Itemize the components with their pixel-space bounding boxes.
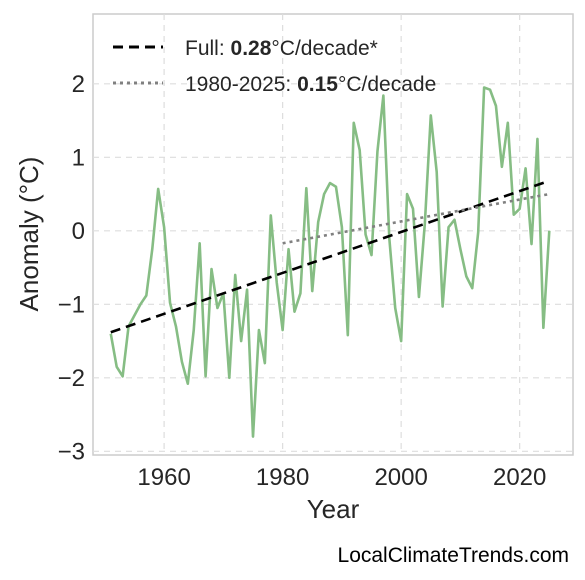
legend-recent-prefix: 1980-2025: (185, 73, 297, 96)
full-trend-line (110, 179, 550, 334)
x-tick-label: 2000 (374, 464, 427, 491)
legend: Full: 0.28°C/decade* 1980-2025: 0.15°C/d… (113, 37, 436, 96)
x-tick-label: 2020 (493, 464, 546, 491)
series-group (109, 86, 551, 438)
tick-labels: 1960 1980 2000 2020 −3 −2 −1 0 1 2 (58, 71, 547, 491)
x-tick-label: 1960 (137, 464, 190, 491)
y-tick-label: −2 (58, 365, 85, 392)
y-tick-label: −3 (58, 438, 85, 465)
credit-text: LocalClimateTrends.com (337, 544, 569, 567)
x-axis-label: Year (307, 494, 360, 524)
y-axis-label: Anomaly (°C) (14, 157, 44, 312)
legend-recent-suffix: °C/decade (338, 73, 436, 96)
legend-full-value: 0.28 (231, 37, 272, 60)
legend-full-suffix: °C/decade* (271, 37, 377, 60)
anomaly-line (109, 86, 551, 438)
x-tick-label: 1980 (256, 464, 309, 491)
recent-trend-line (282, 192, 550, 245)
legend-full-prefix: Full: (185, 37, 231, 60)
y-tick-label: 1 (72, 144, 85, 171)
legend-label-recent: 1980-2025: 0.15°C/decade (185, 73, 436, 96)
y-tick-label: −1 (58, 291, 85, 318)
y-tick-label: 0 (72, 218, 85, 245)
y-tick-label: 2 (72, 71, 85, 98)
legend-label-full: Full: 0.28°C/decade* (185, 37, 378, 60)
legend-recent-value: 0.15 (297, 73, 338, 96)
